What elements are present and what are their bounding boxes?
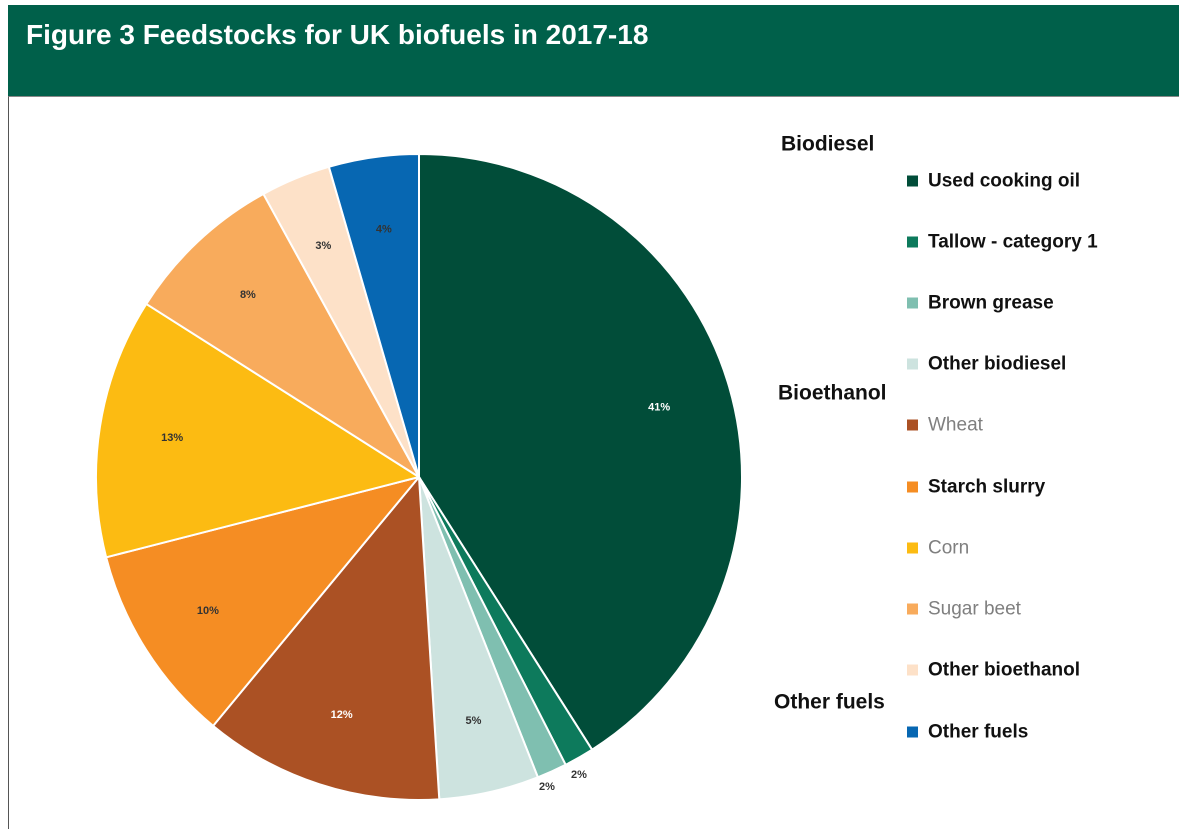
- legend-item-other-biodiesel: Other biodiesel: [907, 354, 1066, 375]
- legend: Biodiesel Used cooking oil Tallow - catego…: [774, 133, 1098, 743]
- legend-item-used-cooking-oil: Used cooking oil: [907, 171, 1080, 192]
- figure-title: Figure 3 Feedstocks for UK biofuels in 2…: [26, 19, 649, 50]
- legend-swatch: [907, 297, 918, 309]
- pie-slice-other-fuels: [327, 153, 420, 478]
- data-label-other-biodiesel: 5%: [466, 715, 482, 727]
- pie-slice-wheat: [212, 476, 441, 801]
- legend-swatch: [907, 358, 918, 370]
- legend-item-starch-slurry: Starch slurry: [907, 477, 1046, 498]
- legend-swatch: [907, 175, 918, 187]
- title-bar: Figure 3 Feedstocks for UK biofuels in 2…: [8, 5, 1179, 96]
- legend-label: Brown grease: [928, 293, 1054, 314]
- legend-item-sugar-beet: Sugar beet: [907, 599, 1022, 620]
- legend-label: Other fuels: [928, 722, 1028, 743]
- legend-label: Sugar beet: [928, 599, 1022, 620]
- legend-item-wheat: Wheat: [907, 415, 984, 436]
- data-label-wheat: 12%: [331, 709, 353, 721]
- legend-item-other-fuels: Other fuels: [907, 722, 1028, 743]
- legend-swatch: [907, 481, 918, 493]
- legend-label: Other bioethanol: [928, 660, 1080, 681]
- pie-slice-corn: [95, 302, 420, 559]
- legend-item-brown-grease: Brown grease: [907, 293, 1054, 314]
- data-label-other-bioethanol: 3%: [315, 240, 331, 252]
- data-label-brown-grease: 2%: [539, 781, 555, 793]
- legend-label: Wheat: [928, 415, 984, 436]
- legend-heading-bioethanol: Bioethanol: [778, 382, 887, 405]
- legend-item-corn: Corn: [907, 538, 969, 559]
- pie-slices: [95, 153, 743, 801]
- legend-swatch: [907, 726, 918, 738]
- legend-swatch: [907, 236, 918, 248]
- data-label-tallow-category-1: 2%: [571, 769, 587, 781]
- legend-label: Corn: [928, 538, 969, 559]
- legend-swatch: [907, 603, 918, 615]
- legend-heading-other-fuels: Other fuels: [774, 691, 885, 714]
- legend-swatch: [907, 542, 918, 554]
- chart-frame: [8, 96, 1179, 829]
- pie-slice-sugar-beet: [145, 192, 420, 478]
- legend-label: Tallow - category 1: [928, 232, 1098, 253]
- pie-slice-starch-slurry: [105, 476, 420, 727]
- data-label-corn: 13%: [161, 432, 183, 444]
- legend-item-tallow-category-1: Tallow - category 1: [907, 232, 1098, 253]
- data-label-other-fuels: 4%: [376, 224, 392, 236]
- legend-item-other-bioethanol: Other bioethanol: [907, 660, 1080, 681]
- legend-label: Starch slurry: [928, 477, 1046, 498]
- legend-swatch: [907, 419, 918, 431]
- data-label-used-cooking-oil: 41%: [648, 401, 670, 413]
- pie-slice-used-cooking-oil: [418, 153, 743, 751]
- legend-label: Other biodiesel: [928, 354, 1066, 375]
- legend-label: Used cooking oil: [928, 171, 1080, 192]
- data-label-sugar-beet: 8%: [240, 289, 256, 301]
- pie-data-labels: 41% 2% 2% 5% 12% 10% 13% 8% 3% 4%: [161, 224, 670, 794]
- data-label-starch-slurry: 10%: [197, 605, 219, 617]
- legend-heading-biodiesel: Biodiesel: [781, 133, 874, 156]
- legend-swatch: [907, 664, 918, 676]
